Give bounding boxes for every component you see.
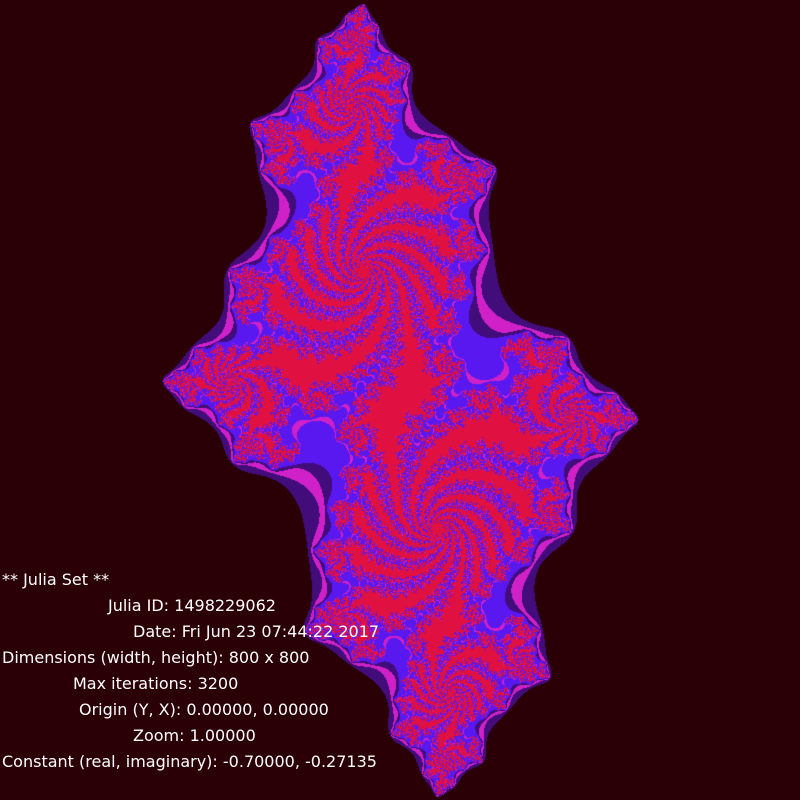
info-dimensions: Dimensions (width, height): 800 x 800 [2,648,310,667]
info-zoom: Zoom: 1.00000 [133,726,256,745]
info-julia-id: Julia ID: 1498229062 [108,596,276,615]
info-origin: Origin (Y, X): 0.00000, 0.00000 [79,700,329,719]
info-constant: Constant (real, imaginary): -0.70000, -0… [2,752,377,771]
info-title: ** Julia Set ** [2,570,110,589]
info-max-iterations: Max iterations: 3200 [73,674,239,693]
info-date: Date: Fri Jun 23 07:44:22 2017 [133,622,380,641]
